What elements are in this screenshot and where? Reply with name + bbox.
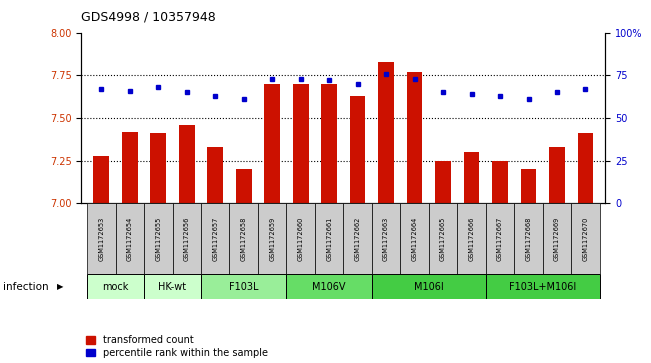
- Text: mock: mock: [102, 282, 129, 292]
- Text: GDS4998 / 10357948: GDS4998 / 10357948: [81, 11, 216, 24]
- Bar: [208, 147, 223, 203]
- Text: GSM1172654: GSM1172654: [127, 216, 133, 261]
- Text: F103L+M106I: F103L+M106I: [509, 282, 576, 292]
- Bar: [372, 274, 486, 299]
- Bar: [150, 133, 166, 203]
- Bar: [173, 203, 201, 274]
- Text: GSM1172656: GSM1172656: [184, 216, 189, 261]
- Bar: [486, 274, 600, 299]
- Text: GSM1172666: GSM1172666: [469, 216, 475, 261]
- Text: GSM1172662: GSM1172662: [355, 216, 361, 261]
- Text: M106V: M106V: [312, 282, 346, 292]
- Text: infection: infection: [3, 282, 49, 292]
- Bar: [122, 132, 137, 203]
- Text: GSM1172667: GSM1172667: [497, 216, 503, 261]
- Bar: [201, 274, 286, 299]
- Bar: [378, 62, 394, 203]
- Bar: [286, 274, 372, 299]
- Bar: [429, 203, 457, 274]
- Text: GSM1172657: GSM1172657: [212, 216, 218, 261]
- Bar: [179, 125, 195, 203]
- Bar: [549, 147, 565, 203]
- Text: F103L: F103L: [229, 282, 258, 292]
- Bar: [94, 155, 109, 203]
- Bar: [543, 203, 572, 274]
- Bar: [492, 160, 508, 203]
- Text: M106I: M106I: [414, 282, 444, 292]
- Text: GSM1172658: GSM1172658: [241, 216, 247, 261]
- Bar: [464, 152, 479, 203]
- Bar: [236, 169, 251, 203]
- Text: GSM1172661: GSM1172661: [326, 217, 332, 261]
- Text: GSM1172669: GSM1172669: [554, 217, 560, 261]
- Text: GSM1172655: GSM1172655: [156, 216, 161, 261]
- Bar: [457, 203, 486, 274]
- Bar: [577, 133, 593, 203]
- Legend: transformed count, percentile rank within the sample: transformed count, percentile rank withi…: [86, 335, 268, 358]
- Bar: [400, 203, 429, 274]
- Bar: [144, 274, 201, 299]
- Text: HK-wt: HK-wt: [158, 282, 187, 292]
- Bar: [572, 203, 600, 274]
- Text: GSM1172659: GSM1172659: [270, 217, 275, 261]
- Text: GSM1172664: GSM1172664: [411, 216, 417, 261]
- Bar: [201, 203, 229, 274]
- Text: GSM1172653: GSM1172653: [98, 217, 104, 261]
- Bar: [286, 203, 315, 274]
- Bar: [144, 203, 173, 274]
- Bar: [264, 84, 280, 203]
- Bar: [344, 203, 372, 274]
- Bar: [315, 203, 344, 274]
- Text: ▶: ▶: [57, 282, 64, 291]
- Bar: [116, 203, 144, 274]
- Bar: [230, 203, 258, 274]
- Bar: [322, 84, 337, 203]
- Bar: [293, 84, 309, 203]
- Bar: [514, 203, 543, 274]
- Text: GSM1172660: GSM1172660: [298, 216, 303, 261]
- Text: GSM1172668: GSM1172668: [525, 216, 531, 261]
- Bar: [521, 169, 536, 203]
- Bar: [407, 72, 422, 203]
- Text: GSM1172665: GSM1172665: [440, 216, 446, 261]
- Bar: [350, 96, 365, 203]
- Bar: [258, 203, 286, 274]
- Bar: [87, 274, 144, 299]
- Bar: [372, 203, 400, 274]
- Text: GSM1172670: GSM1172670: [583, 216, 589, 261]
- Bar: [436, 160, 451, 203]
- Text: GSM1172663: GSM1172663: [383, 217, 389, 261]
- Bar: [87, 203, 116, 274]
- Bar: [486, 203, 514, 274]
